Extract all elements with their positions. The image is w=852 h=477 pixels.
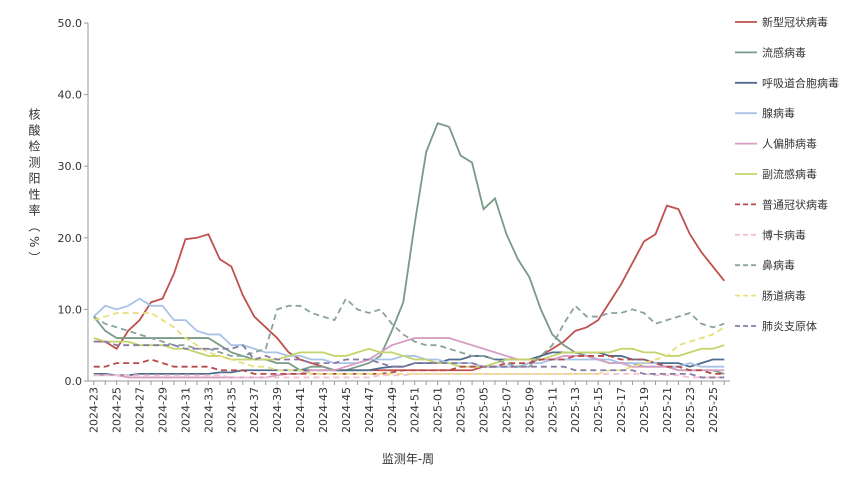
- x-tick-label: 2024-27: [134, 387, 147, 433]
- x-tick-label: 2024-37: [248, 387, 261, 433]
- x-tick-label: 2025-07: [500, 387, 513, 433]
- x-tick-label: 2024-31: [179, 387, 192, 433]
- y-tick-label: 0.0: [65, 375, 83, 388]
- series-line: [93, 355, 725, 375]
- x-tick-label: 2025-25: [707, 387, 720, 433]
- x-tick-label: 2024-51: [409, 387, 422, 433]
- x-tick-label: 2024-39: [271, 387, 284, 433]
- legend-label: 普通冠状病毒: [762, 197, 828, 211]
- x-tick-label: 2025-11: [546, 387, 559, 433]
- x-tick-label: 2025-17: [615, 387, 628, 433]
- series-line: [93, 297, 725, 368]
- legend-label: 流感病毒: [762, 45, 806, 59]
- series-line: [93, 122, 725, 375]
- legend-label: 副流感病毒: [762, 167, 817, 181]
- series-line: [93, 337, 725, 379]
- x-tick-label: 2024-41: [294, 387, 307, 433]
- y-tick-label: 20.0: [58, 232, 83, 245]
- x-tick-label: 2025-21: [661, 387, 674, 433]
- x-tick-label: 2024-35: [225, 387, 238, 433]
- series-line: [93, 297, 725, 368]
- x-tick-label: 2024-47: [363, 387, 376, 433]
- x-tick-label: 2025-15: [592, 387, 605, 433]
- x-tick-label: 2025-23: [684, 387, 697, 433]
- x-tick-label: 2024-23: [88, 387, 101, 433]
- y-tick-label: 50.0: [58, 17, 83, 30]
- x-tick-label: 2025-03: [455, 387, 468, 433]
- x-tick-label: 2024-45: [340, 387, 353, 433]
- series-line: [93, 312, 725, 375]
- y-tick-label: 40.0: [58, 89, 83, 102]
- series-line: [93, 204, 725, 372]
- y-axis-label: 核酸检测阳性率（%）: [27, 108, 41, 268]
- series-line: [93, 351, 725, 377]
- legend-label: 人偏肺病毒: [762, 137, 817, 151]
- x-tick-label: 2025-13: [569, 387, 582, 433]
- legend-label: 鼻病毒: [762, 258, 795, 272]
- x-tick-label: 2025-19: [638, 387, 651, 433]
- legend-label: 新型冠状病毒: [762, 15, 828, 29]
- x-tick-label: 2025-05: [478, 387, 491, 433]
- y-tick-label: 10.0: [58, 303, 83, 316]
- x-tick-label: 2025-09: [523, 387, 536, 433]
- legend-label: 博卡病毒: [762, 228, 806, 242]
- legend-label: 呼吸道合胞病毒: [762, 76, 839, 90]
- y-tick-label: 30.0: [58, 160, 83, 173]
- x-tick-label: 2025-01: [432, 387, 445, 433]
- legend-label: 腺病毒: [762, 106, 795, 120]
- x-axis-label: 监测年-周: [382, 452, 434, 466]
- legend-label: 肺炎支原体: [762, 319, 817, 333]
- x-tick-label: 2024-33: [202, 387, 215, 433]
- series-line: [93, 337, 725, 368]
- x-tick-label: 2024-49: [386, 387, 399, 433]
- x-tick-label: 2024-29: [157, 387, 170, 433]
- legend-label: 肠道病毒: [762, 289, 806, 303]
- x-tick-label: 2024-43: [317, 387, 330, 433]
- x-tick-label: 2024-25: [111, 387, 124, 433]
